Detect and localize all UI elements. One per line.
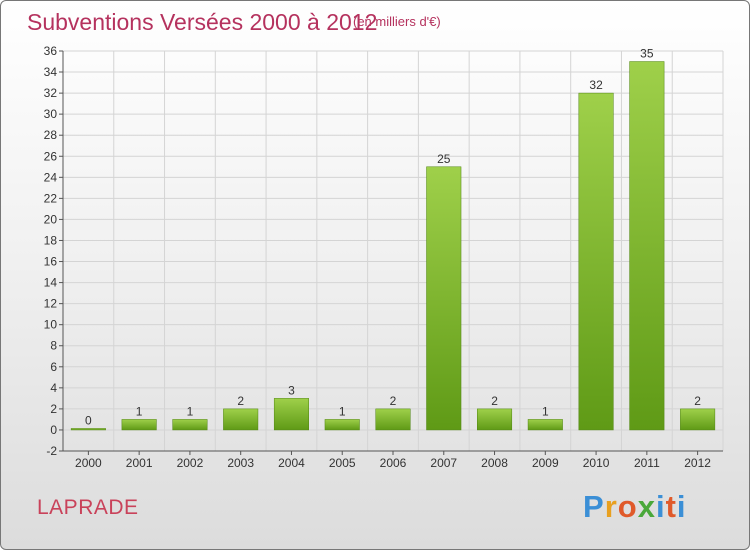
y-tick-label: 30 <box>44 107 58 121</box>
value-label: 2 <box>390 394 397 408</box>
y-tick-label: 12 <box>44 297 58 311</box>
logo-letter: x <box>637 489 656 524</box>
bar-2002 <box>172 419 208 431</box>
logo-letter: i <box>655 489 666 524</box>
chart-unit: (en milliers d'€) <box>353 14 441 29</box>
bar-2003 <box>223 408 259 431</box>
bar-2011 <box>629 61 665 431</box>
logo-letter: t <box>665 489 677 524</box>
y-tick-label: 10 <box>44 318 58 332</box>
value-label: 1 <box>136 404 143 418</box>
bars <box>70 61 716 431</box>
x-tick-label: 2002 <box>177 456 204 470</box>
x-tick-label: 2001 <box>126 456 153 470</box>
x-tick-label: 2008 <box>481 456 508 470</box>
commune-name: LAPRADE <box>37 496 139 519</box>
logo-letter: P <box>583 489 605 524</box>
axes <box>59 50 723 455</box>
value-label: 2 <box>237 394 244 408</box>
y-tick-label: 20 <box>44 212 58 226</box>
y-tick-label: -2 <box>46 444 57 458</box>
value-label: 2 <box>694 394 701 408</box>
bar-2007 <box>426 166 462 431</box>
x-tick-label: 2012 <box>684 456 711 470</box>
value-label: 32 <box>589 78 603 92</box>
x-tick-label: 2006 <box>380 456 407 470</box>
value-label: 1 <box>187 404 194 418</box>
y-tick-label: 36 <box>44 44 58 58</box>
value-label: 1 <box>542 404 549 418</box>
y-tick-label: 6 <box>50 360 57 374</box>
x-tick-label: 2000 <box>75 456 102 470</box>
bar-2000 <box>70 428 106 431</box>
y-tick-label: 0 <box>50 423 57 437</box>
value-label: 0 <box>85 413 92 427</box>
bar-2009 <box>527 419 563 431</box>
bar-2010 <box>578 92 614 431</box>
x-tick-label: 2003 <box>227 456 254 470</box>
bar-2012 <box>680 408 716 431</box>
y-tick-label: 16 <box>44 255 58 269</box>
proxiti-logo[interactable]: Proxiti <box>583 489 687 525</box>
labels: -202468101214161820222426283032343602000… <box>44 44 712 470</box>
y-tick-label: 18 <box>44 233 58 247</box>
chart-title: Subventions Versées 2000 à 2012 <box>27 9 378 35</box>
y-tick-label: 26 <box>44 149 58 163</box>
y-tick-label: 2 <box>50 402 57 416</box>
y-tick-label: 28 <box>44 128 58 142</box>
value-label: 2 <box>491 394 498 408</box>
y-tick-label: 8 <box>50 339 57 353</box>
bar-2008 <box>477 408 513 431</box>
value-label: 1 <box>339 404 346 418</box>
x-tick-label: 2009 <box>532 456 559 470</box>
x-tick-label: 2007 <box>430 456 457 470</box>
grid-lines <box>62 50 724 452</box>
y-tick-label: 14 <box>44 276 58 290</box>
x-tick-label: 2011 <box>634 456 660 470</box>
y-tick-label: 4 <box>50 381 57 395</box>
logo-letter: r <box>604 489 618 524</box>
bar-2001 <box>121 419 157 431</box>
value-label: 3 <box>288 383 295 397</box>
y-tick-label: 32 <box>44 86 58 100</box>
x-tick-label: 2010 <box>583 456 610 470</box>
bar-2005 <box>324 419 360 431</box>
value-label: 35 <box>640 47 654 61</box>
bar-2004 <box>273 398 309 431</box>
bar-2006 <box>375 408 411 431</box>
x-tick-label: 2005 <box>329 456 356 470</box>
y-tick-label: 24 <box>44 170 58 184</box>
logo-letter: i <box>676 489 687 524</box>
x-tick-label: 2004 <box>278 456 305 470</box>
y-tick-label: 22 <box>44 191 58 205</box>
y-tick-label: 34 <box>44 65 58 79</box>
logo-letter: o <box>617 489 638 524</box>
value-label: 25 <box>437 152 451 166</box>
